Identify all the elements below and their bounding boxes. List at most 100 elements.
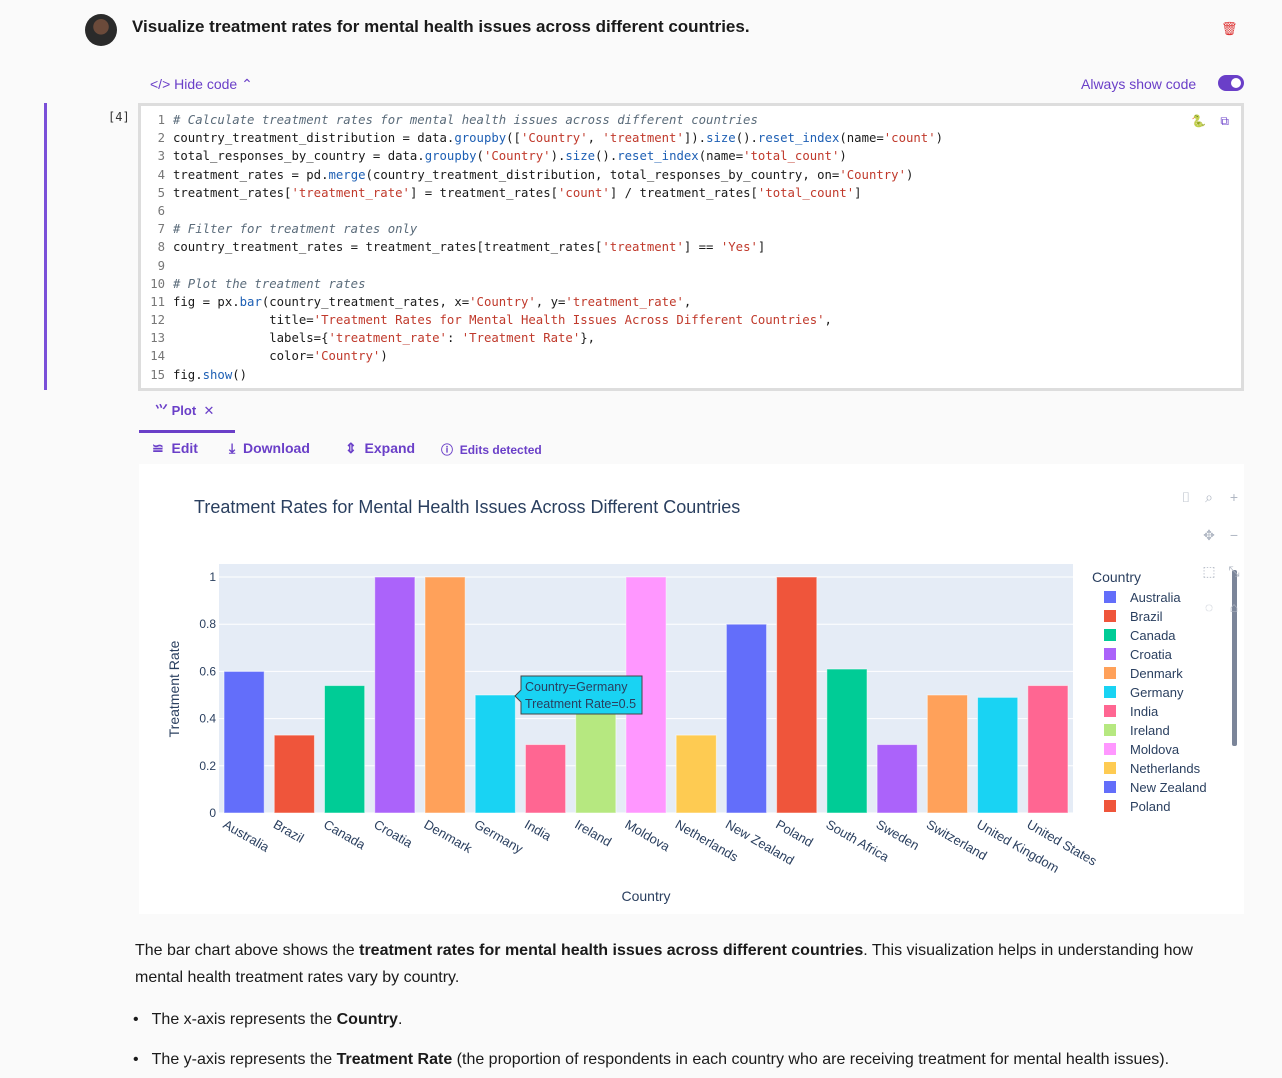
bullet-bold: Country bbox=[336, 1011, 398, 1028]
download-button[interactable]: ⤓ Download bbox=[229, 440, 310, 457]
lasso-icon[interactable]: ◌ bbox=[1205, 599, 1213, 615]
legend-swatch bbox=[1104, 591, 1116, 603]
zoom-in-icon[interactable]: + bbox=[1230, 489, 1238, 505]
code-line: 10 # Plot the treatment rates bbox=[141, 275, 1241, 293]
line-number: 10 bbox=[150, 276, 165, 291]
bullet-text-end: . bbox=[397, 1011, 403, 1028]
y-tick-label: 0.2 bbox=[199, 759, 216, 773]
legend-swatch bbox=[1104, 648, 1116, 660]
legend-item: Australia bbox=[1130, 590, 1181, 605]
bullet-text: The x-axis represents the bbox=[151, 1011, 337, 1028]
zoom-out-icon[interactable]: − bbox=[1230, 527, 1238, 543]
edits-detected-label: Edits detected bbox=[459, 443, 542, 457]
legend-item: Croatia bbox=[1130, 647, 1173, 662]
tooltip-line: Country=Germany bbox=[525, 680, 628, 694]
hide-code-button[interactable]: </> Hide code ⌃ bbox=[150, 76, 253, 93]
code-line: 6 bbox=[141, 202, 1241, 220]
cell-number: [4] bbox=[108, 110, 130, 124]
line-number: 13 bbox=[150, 331, 165, 346]
code-icon: </> bbox=[150, 76, 171, 92]
code-line: 12 title='Treatment Rates for Mental Hea… bbox=[141, 311, 1241, 329]
edit-label: Edit bbox=[171, 440, 198, 456]
bullet-text: The y-axis represents the bbox=[151, 1051, 337, 1068]
python-icon: 🐍 bbox=[1191, 114, 1206, 128]
close-icon[interactable]: ✕ bbox=[203, 403, 215, 418]
pan-icon[interactable]: ✥ bbox=[1203, 527, 1215, 543]
chart-title: Treatment Rates for Mental Health Issues… bbox=[194, 497, 741, 517]
legend-swatch bbox=[1104, 629, 1116, 641]
summary-paragraph: The bar chart above shows the treatment … bbox=[135, 937, 1235, 991]
line-number: 8 bbox=[157, 240, 165, 255]
bar-australia bbox=[223, 670, 265, 814]
line-number: 6 bbox=[157, 203, 165, 218]
copy-icon[interactable]: ⧉ bbox=[1220, 114, 1229, 128]
box-select-icon[interactable]: ⬚ bbox=[1202, 563, 1215, 579]
delete-icon[interactable]: 🗑 bbox=[1221, 21, 1238, 36]
summary-bold: treatment rates for mental health issues… bbox=[359, 942, 864, 959]
line-number: 3 bbox=[157, 149, 165, 164]
autoscale-icon[interactable]: ⤡ bbox=[1228, 563, 1239, 579]
bar-germany bbox=[474, 694, 516, 814]
camera-icon[interactable]: ⌷ bbox=[1182, 489, 1190, 505]
always-show-code-toggle[interactable] bbox=[1218, 75, 1244, 91]
chevron-up-icon: ⌃ bbox=[241, 76, 253, 92]
code-line: 3 total_responses_by_country = data.group… bbox=[141, 147, 1241, 165]
bar-sweden bbox=[876, 744, 918, 814]
code-editor[interactable]: 1 # Calculate treatment rates for mental … bbox=[138, 103, 1244, 391]
x-axis-title: Country bbox=[621, 888, 670, 904]
legend-item: Germany bbox=[1130, 685, 1184, 700]
x-tick-label: Moldova bbox=[623, 817, 674, 855]
plot-icon: ⺍ bbox=[155, 403, 169, 418]
code-line: 1 # Calculate treatment rates for mental … bbox=[141, 111, 1241, 129]
legend-item: Denmark bbox=[1130, 666, 1183, 681]
y-axis-title: Treatment Rate bbox=[166, 640, 182, 737]
edits-detected: ⓘ Edits detected bbox=[441, 441, 542, 458]
line-number: 2 bbox=[157, 131, 165, 146]
code-line: 7 # Filter for treatment rates only bbox=[141, 220, 1241, 238]
code-line: 15 fig.show() bbox=[141, 366, 1241, 384]
expand-button[interactable]: ⇕ Expand bbox=[345, 440, 415, 457]
reset-axes-icon[interactable]: ⌂ bbox=[1230, 599, 1238, 615]
bar-ireland bbox=[575, 711, 617, 814]
legend-item: Canada bbox=[1130, 628, 1176, 643]
code-line: 2 country_treatment_distribution = data.g… bbox=[141, 129, 1241, 147]
legend-swatch bbox=[1104, 781, 1116, 793]
x-tick-label: Brazil bbox=[271, 817, 307, 846]
x-tick-label: Ireland bbox=[572, 817, 614, 850]
bullet-bold: Treatment Rate bbox=[336, 1051, 453, 1068]
x-tick-label: Australia bbox=[221, 817, 273, 856]
legend-title: Country bbox=[1092, 569, 1141, 585]
bar-south-africa bbox=[826, 668, 868, 814]
legend-swatch bbox=[1104, 667, 1116, 679]
line-number: 5 bbox=[157, 185, 165, 200]
info-icon: ⓘ bbox=[441, 443, 454, 457]
zoom-icon[interactable]: ⌕ bbox=[1205, 489, 1213, 505]
x-tick-label: Denmark bbox=[422, 817, 476, 857]
y-tick-label: 1 bbox=[209, 570, 216, 584]
tab-plot[interactable]: ⺍ Plot ✕ bbox=[139, 400, 235, 433]
code-line: 13 labels={'treatment_rate': 'Treatment … bbox=[141, 329, 1241, 347]
line-number: 7 bbox=[157, 222, 165, 237]
bar-canada bbox=[323, 685, 366, 814]
legend-swatch bbox=[1104, 800, 1116, 812]
line-number: 1 bbox=[157, 113, 165, 127]
bar-new-zealand bbox=[725, 623, 768, 814]
line-number: 15 bbox=[150, 367, 165, 382]
legend-swatch bbox=[1104, 762, 1116, 774]
y-tick-label: 0 bbox=[209, 806, 216, 820]
legend-item: Moldova bbox=[1130, 742, 1180, 757]
bar-croatia bbox=[374, 576, 416, 814]
hover-tooltip bbox=[514, 675, 643, 715]
legend-swatch bbox=[1104, 705, 1116, 717]
hide-code-label: Hide code bbox=[174, 76, 238, 92]
bar-denmark bbox=[424, 576, 466, 814]
legend-item: Poland bbox=[1130, 799, 1170, 814]
bar-united-states bbox=[1027, 685, 1069, 814]
line-number: 11 bbox=[150, 294, 165, 309]
code-line: 4 treatment_rates = pd.merge(country_trea… bbox=[141, 166, 1241, 184]
download-icon: ⤓ bbox=[229, 440, 236, 456]
code-line: 8 country_treatment_rates = treatment_rat… bbox=[141, 238, 1241, 256]
line-number: 14 bbox=[150, 349, 165, 364]
y-tick-label: 0.6 bbox=[199, 664, 216, 678]
edit-button[interactable]: ≌ Edit bbox=[152, 440, 198, 457]
